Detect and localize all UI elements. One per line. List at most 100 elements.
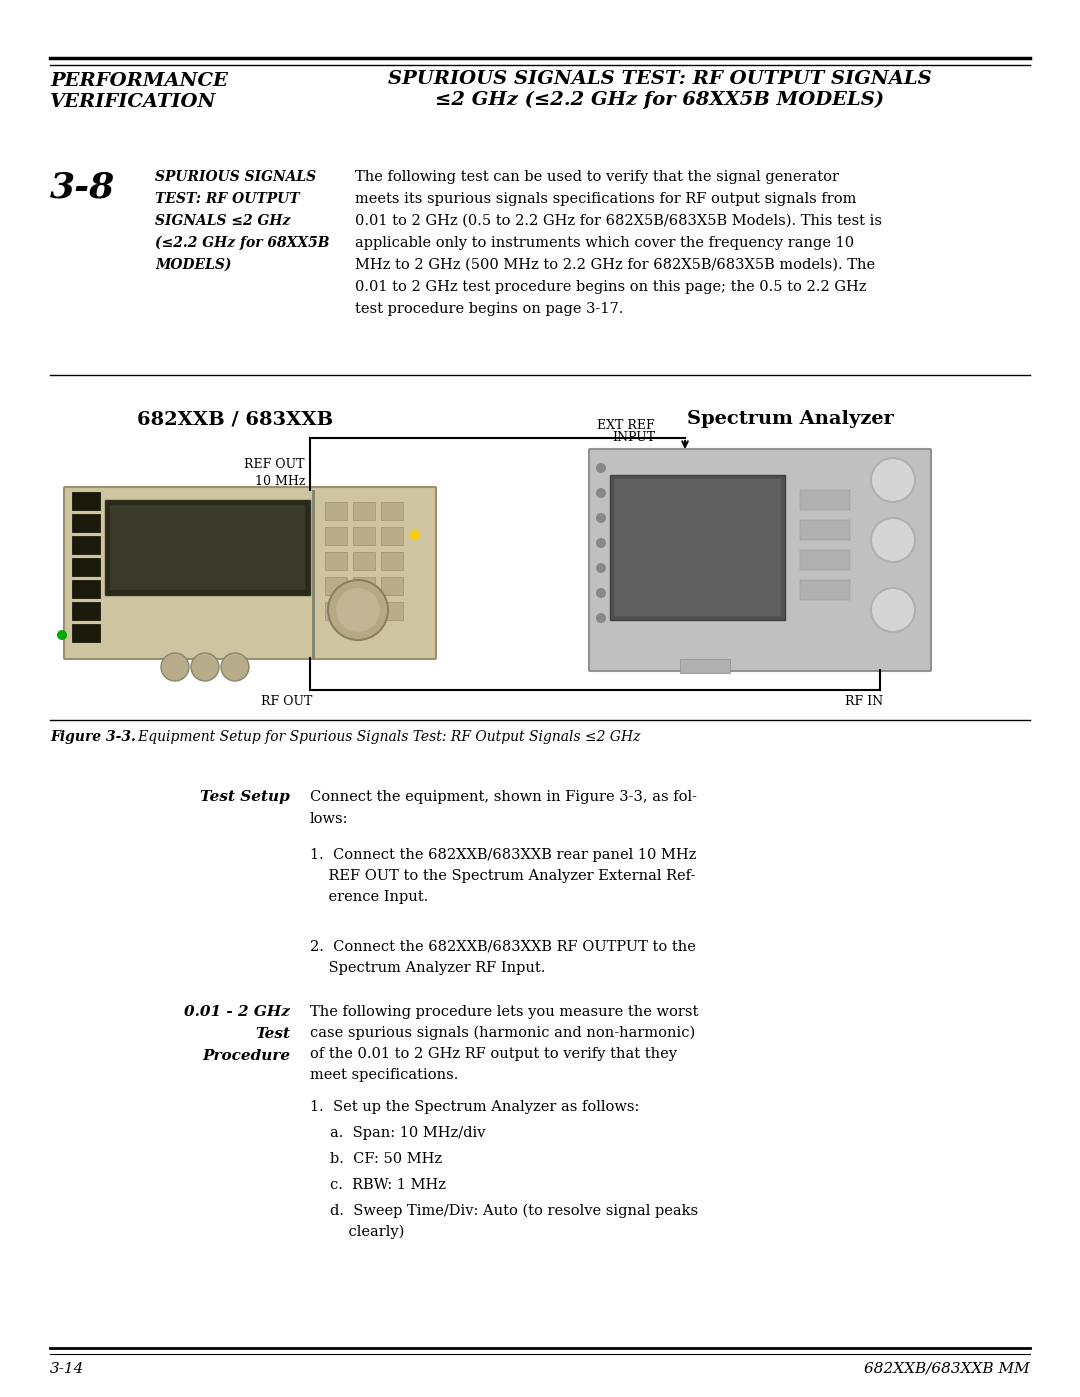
Circle shape: [57, 630, 67, 640]
Text: Procedure: Procedure: [202, 1049, 291, 1063]
Text: MODELS): MODELS): [156, 258, 231, 272]
FancyBboxPatch shape: [64, 488, 436, 659]
Circle shape: [870, 458, 915, 502]
Bar: [610, 475, 785, 620]
Bar: [325, 602, 347, 620]
Circle shape: [596, 513, 606, 522]
Text: VERIFICATION: VERIFICATION: [50, 94, 216, 110]
Bar: [325, 552, 347, 570]
Bar: [72, 492, 100, 510]
Text: 682XXB / 683XXB: 682XXB / 683XXB: [137, 409, 333, 427]
Circle shape: [191, 652, 219, 680]
Bar: [325, 527, 347, 545]
Text: lows:: lows:: [310, 812, 349, 826]
Text: EXT REF: EXT REF: [597, 419, 654, 432]
Bar: [312, 490, 315, 659]
Bar: [72, 624, 100, 643]
Bar: [110, 504, 305, 590]
Bar: [72, 557, 100, 576]
Bar: [353, 502, 375, 520]
Text: TEST: RF OUTPUT: TEST: RF OUTPUT: [156, 191, 299, 205]
Text: 2.  Connect the 682XXB/683XXB RF OUTPUT to the: 2. Connect the 682XXB/683XXB RF OUTPUT t…: [310, 940, 696, 954]
Text: c.  RBW: 1 MHz: c. RBW: 1 MHz: [330, 1178, 446, 1192]
Text: d.  Sweep Time/Div: Auto (to resolve signal peaks: d. Sweep Time/Div: Auto (to resolve sign…: [330, 1204, 698, 1218]
Bar: [800, 520, 850, 541]
Text: Spectrum Analyzer RF Input.: Spectrum Analyzer RF Input.: [310, 961, 545, 975]
Bar: [72, 514, 100, 532]
Text: Spectrum Analyzer: Spectrum Analyzer: [687, 409, 893, 427]
Text: case spurious signals (harmonic and non-harmonic): case spurious signals (harmonic and non-…: [310, 1025, 696, 1041]
FancyBboxPatch shape: [589, 448, 931, 671]
Text: erence Input.: erence Input.: [310, 890, 429, 904]
Bar: [353, 527, 375, 545]
Circle shape: [596, 462, 606, 474]
Text: 3-8: 3-8: [50, 170, 116, 204]
Bar: [381, 502, 403, 520]
Circle shape: [336, 588, 380, 631]
Bar: [615, 479, 781, 616]
Text: The following test can be used to verify that the signal generator: The following test can be used to verify…: [355, 170, 839, 184]
Bar: [72, 580, 100, 598]
Circle shape: [596, 538, 606, 548]
Bar: [381, 527, 403, 545]
Circle shape: [328, 580, 388, 640]
Bar: [680, 659, 730, 673]
Text: ≤2 GHz (≤2.2 GHz for 68XX5B MODELS): ≤2 GHz (≤2.2 GHz for 68XX5B MODELS): [435, 91, 885, 109]
Text: Equipment Setup for Spurious Signals Test: RF Output Signals ≤2 GHz: Equipment Setup for Spurious Signals Tes…: [125, 731, 640, 745]
Text: 3-14: 3-14: [50, 1362, 84, 1376]
Text: a.  Span: 10 MHz/div: a. Span: 10 MHz/div: [330, 1126, 486, 1140]
Text: SPURIOUS SIGNALS: SPURIOUS SIGNALS: [156, 170, 316, 184]
Bar: [800, 550, 850, 570]
Bar: [800, 490, 850, 510]
Circle shape: [596, 563, 606, 573]
Bar: [353, 552, 375, 570]
Text: SIGNALS ≤2 GHz: SIGNALS ≤2 GHz: [156, 214, 291, 228]
Circle shape: [870, 518, 915, 562]
Circle shape: [870, 588, 915, 631]
Bar: [381, 602, 403, 620]
Bar: [72, 602, 100, 620]
Text: INPUT: INPUT: [612, 432, 654, 444]
Circle shape: [161, 652, 189, 680]
Text: 682XXB/683XXB MM: 682XXB/683XXB MM: [864, 1362, 1030, 1376]
Text: MHz to 2 GHz (500 MHz to 2.2 GHz for 682X5B/683X5B models). The: MHz to 2 GHz (500 MHz to 2.2 GHz for 682…: [355, 258, 875, 272]
Bar: [325, 502, 347, 520]
Bar: [800, 580, 850, 599]
Text: Figure 3-3.: Figure 3-3.: [50, 731, 136, 745]
Text: REF OUT: REF OUT: [244, 458, 305, 471]
Text: 0.01 to 2 GHz (0.5 to 2.2 GHz for 682X5B/683X5B Models). This test is: 0.01 to 2 GHz (0.5 to 2.2 GHz for 682X5B…: [355, 214, 882, 228]
Circle shape: [410, 529, 420, 541]
Text: 10 MHz: 10 MHz: [255, 475, 305, 488]
Circle shape: [596, 488, 606, 497]
Circle shape: [596, 588, 606, 598]
Text: test procedure begins on page 3-17.: test procedure begins on page 3-17.: [355, 302, 623, 316]
Text: 0.01 to 2 GHz test procedure begins on this page; the 0.5 to 2.2 GHz: 0.01 to 2 GHz test procedure begins on t…: [355, 279, 866, 293]
Text: 1.  Set up the Spectrum Analyzer as follows:: 1. Set up the Spectrum Analyzer as follo…: [310, 1099, 639, 1113]
Text: applicable only to instruments which cover the frequency range 10: applicable only to instruments which cov…: [355, 236, 854, 250]
Text: 0.01 - 2 GHz: 0.01 - 2 GHz: [184, 1004, 291, 1018]
Text: SPURIOUS SIGNALS TEST: RF OUTPUT SIGNALS: SPURIOUS SIGNALS TEST: RF OUTPUT SIGNALS: [388, 70, 932, 88]
Bar: [381, 552, 403, 570]
Text: RF OUT: RF OUT: [260, 694, 312, 708]
Text: The following procedure lets you measure the worst: The following procedure lets you measure…: [310, 1004, 699, 1018]
Text: clearly): clearly): [330, 1225, 404, 1239]
Bar: [325, 577, 347, 595]
Circle shape: [221, 652, 249, 680]
Bar: [353, 602, 375, 620]
Bar: [353, 577, 375, 595]
Bar: [381, 577, 403, 595]
Text: RF IN: RF IN: [845, 694, 883, 708]
Text: b.  CF: 50 MHz: b. CF: 50 MHz: [330, 1153, 442, 1166]
Text: meets its spurious signals specifications for RF output signals from: meets its spurious signals specification…: [355, 191, 856, 205]
Text: 1.  Connect the 682XXB/683XXB rear panel 10 MHz: 1. Connect the 682XXB/683XXB rear panel …: [310, 848, 697, 862]
Text: of the 0.01 to 2 GHz RF output to verify that they: of the 0.01 to 2 GHz RF output to verify…: [310, 1046, 677, 1060]
Text: Test: Test: [255, 1027, 291, 1041]
Text: Connect the equipment, shown in Figure 3-3, as fol-: Connect the equipment, shown in Figure 3…: [310, 789, 697, 805]
Text: Test Setup: Test Setup: [200, 789, 291, 805]
Text: PERFORMANCE: PERFORMANCE: [50, 73, 228, 89]
Bar: [72, 536, 100, 555]
Text: (≤2.2 GHz for 68XX5B: (≤2.2 GHz for 68XX5B: [156, 236, 329, 250]
Bar: [105, 500, 310, 595]
Text: REF OUT to the Spectrum Analyzer External Ref-: REF OUT to the Spectrum Analyzer Externa…: [310, 869, 696, 883]
Text: meet specifications.: meet specifications.: [310, 1067, 458, 1083]
